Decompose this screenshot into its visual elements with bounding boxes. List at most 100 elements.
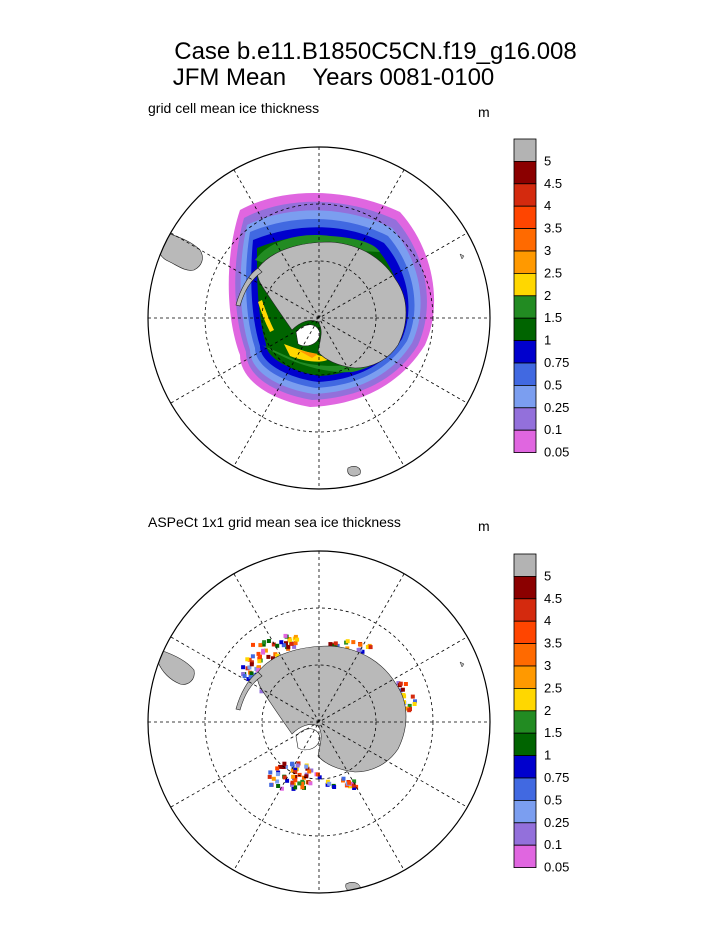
panel1-new-zealand [347,466,361,477]
panel2-colorbar-swatch [513,732,537,757]
panel1-colorbar-label: 0.5 [544,377,562,392]
panel2-observation-cell [242,674,247,679]
panel2-observation-cell [258,643,263,648]
panel2-observation-cell [315,772,320,777]
panel2-colorbar-label: 3 [544,658,551,673]
panel2-observation-cell [400,687,405,692]
panel2-observation-cell [281,643,286,648]
panel2-observation-cell [345,639,350,644]
panel2-unit: m [478,518,490,534]
panel2-observation-cell [341,776,346,781]
panel1-graticule [148,147,490,489]
panel1-ross-shelf [295,324,321,347]
panel2-observation-cell [271,642,276,647]
panel2-observation-cell [247,665,252,670]
panel2-observation-cell [263,648,268,653]
panel2-observation-cell [305,766,310,771]
panel2-observation-cell [351,640,356,645]
panel2-colorbar-swatch [513,576,537,600]
panel1-ice-2-peninsula [258,300,274,332]
panel2-observation-cell [349,782,354,787]
panel1-colorbar-swatch [513,340,537,364]
panel2-observation-cell [412,702,417,706]
panel2-colorbar-label: 4 [544,613,551,628]
panel1-colorbar-swatch [513,317,537,342]
panel2-observation-cell [284,641,288,646]
panel2-observation-cell [332,785,337,789]
panel1-colorbar-label: 0.1 [544,422,562,437]
panel1-colorbar-swatch [513,295,537,319]
panel2-observation-cell [352,779,357,784]
panel2-graticule [148,551,490,893]
panel2-observation-cell [271,656,275,661]
panel2-colorbar-swatch [513,822,537,846]
panel2-observation-cell [300,781,304,786]
panel2-observation-cell [290,768,295,773]
panel2-colorbar-label: 1 [544,748,551,763]
panel2-observation-cell [290,782,294,787]
panel2-observation-cell [269,782,274,787]
panel1-colorbar-label: 4.5 [544,176,562,191]
panel2-colorbar-swatch [513,598,537,622]
panel2-observation-cell [276,784,281,788]
panel2-observation-cell [251,642,255,647]
panel2-observation-cell [413,699,417,704]
panel2-observation-cell [356,647,361,652]
panel2-observation-cell [304,774,309,779]
panel2-observation-cell [246,677,251,682]
panel2-observation-cell [256,651,261,656]
panel2-observation-cell [267,774,272,779]
panel2-observation-cell [290,780,295,785]
panel2-colorbar-label: 3.5 [544,636,562,651]
panel2-colorbar-swatch [513,665,537,689]
panel2-colorbar-label: 2 [544,703,551,718]
panel2-colorbar-swatch [513,755,537,779]
panel2-observation-cell [398,688,403,693]
panel2-observation-cell [317,775,322,780]
panel2-peninsula [235,671,263,711]
panel2-observation-cell [261,642,266,647]
panel2-observation-cell [347,780,352,785]
panel2-observation-cell [348,784,353,789]
panel2-observation-cell [296,761,301,766]
panel2-observation-cell [295,637,300,642]
panel1-colorbar-swatch [513,250,537,274]
panel2-colorbar-label: 0.5 [544,792,562,807]
panel2-observation-cell [293,778,298,783]
panel2-colorbar-swatch [513,620,537,645]
panel2-observation-cell [290,761,295,766]
panel2-colorbar-swatch [513,710,537,734]
panel2-observation-cell [360,649,365,654]
panel1-colorbar-label: 2 [544,288,551,303]
panel1-colorbar-swatch [513,183,537,207]
panel1-colorbar-label: 3 [544,243,551,258]
panel2-observation-cell [241,665,246,670]
panel2-observation-cell [404,706,409,711]
panel1-colorbar-label: 1.5 [544,310,562,325]
panel2-observation-cell [286,644,291,649]
panel1-colorbar-swatch [513,138,537,162]
panel2-observation-cell [258,654,262,659]
panel2-observation-cell [308,781,313,786]
panel2-colorbar-swatch [513,688,537,712]
panel1-colorbar-label: 0.25 [544,400,569,415]
panel2-observation-cell [332,643,337,648]
panel2-observation-cell [282,761,287,766]
panel2-observation-cell [358,642,363,647]
panel2-observation-cell [275,779,280,784]
panel2-observation-cell [352,786,357,790]
panel2-observation-cell [293,634,298,639]
panel2-observation-cell [268,770,273,775]
panel2-observation-cell [256,667,261,672]
panel2-colorbar-swatch [513,643,537,667]
panel1-colorbar-label: 0.75 [544,355,569,370]
figure-title-case: Case b.e11.B1850C5CN.f19_g16.008 [174,38,577,65]
panel1-map [147,146,491,490]
panel2-antarctica [257,645,407,773]
panel2-south-america [157,649,195,685]
panel2-observation-cell [279,640,284,645]
panel2-observation-cell [257,659,262,664]
panel2-observation-cell [293,767,298,772]
panel2-colorbar-label: 5 [544,568,551,583]
panel1-colorbar-swatch [513,384,537,409]
